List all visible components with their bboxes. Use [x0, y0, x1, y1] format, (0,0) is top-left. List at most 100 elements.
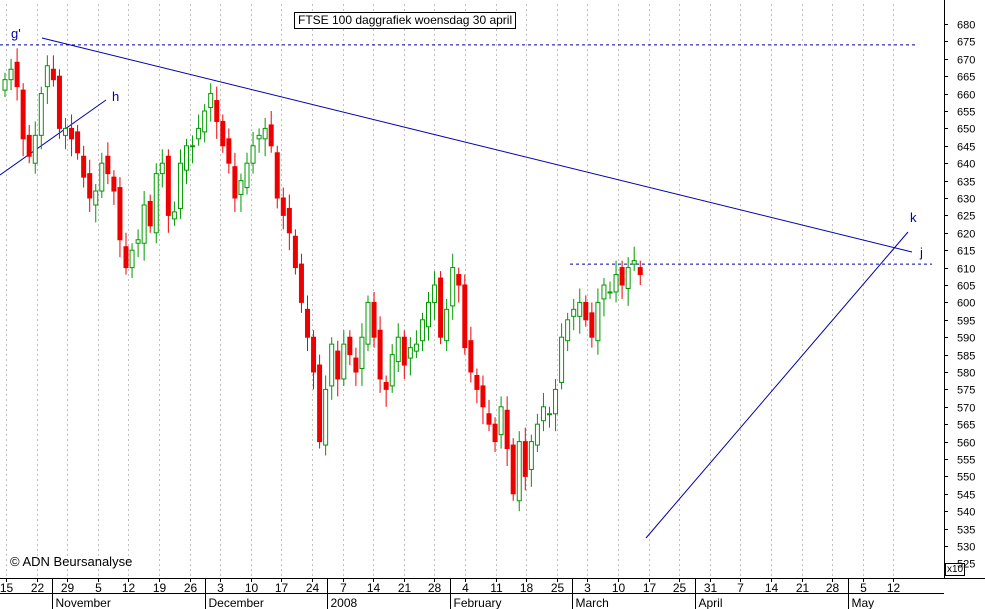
candle-body [559, 336, 565, 383]
candle-body [413, 343, 419, 352]
candle-body [540, 406, 546, 422]
candle-body [528, 441, 534, 470]
x-tick-label: 25 [673, 581, 687, 595]
month-label: December [209, 596, 264, 609]
candle-body [432, 284, 438, 303]
candle-body [268, 124, 274, 147]
x-tick-label: 21 [398, 581, 412, 595]
x-tick-label: 25 [551, 581, 565, 595]
candle-body [280, 197, 286, 216]
candle-body [486, 413, 492, 425]
candle-body [516, 441, 522, 502]
chart-title: FTSE 100 daggrafiek woensdag 30 april [294, 12, 517, 29]
y-tick-label: 600 [957, 298, 975, 310]
y-tick-label: 615 [957, 246, 975, 258]
y-tick-label: 575 [957, 385, 975, 397]
candle-body [607, 291, 613, 294]
candle-body [63, 127, 68, 136]
y-tick-label: 560 [957, 438, 975, 450]
candle-body [123, 246, 129, 269]
trendline-h [0, 99, 107, 176]
x-tick-label: 14 [367, 581, 381, 595]
x-tick-label: 31 [704, 581, 718, 595]
trend-lines [0, 37, 932, 539]
x-tick-label: 18 [520, 581, 534, 595]
candle-body [438, 277, 444, 338]
month-label: February [454, 596, 502, 609]
y-tick-label: 580 [957, 368, 975, 380]
y-tick-label: 655 [957, 107, 975, 119]
y-tick-label: 670 [957, 55, 975, 67]
candle-body [190, 145, 196, 148]
x-tick-label: 28 [826, 581, 840, 595]
month-label: May [852, 596, 875, 609]
candle-body [117, 187, 123, 241]
candle-body [329, 343, 335, 387]
month-label: March [576, 596, 609, 609]
x-tick-label: 29 [61, 581, 75, 595]
y-tick-label: 635 [957, 177, 975, 189]
candle-body [250, 145, 256, 164]
candle-body [353, 357, 359, 373]
candle-body [341, 343, 347, 380]
x-tick-label: 3 [584, 581, 591, 595]
candle-body [238, 180, 244, 196]
candle-body [93, 190, 99, 206]
x-tick-label: 12 [887, 581, 901, 595]
candle-body [583, 301, 589, 321]
candle-body [335, 350, 341, 380]
y-tick-label: 530 [957, 542, 975, 554]
month-label: April [699, 596, 723, 609]
y-tick-label: 640 [957, 159, 975, 171]
candle-body [311, 336, 317, 373]
month-label: November [56, 596, 111, 609]
candle-body [613, 274, 619, 293]
candle-body [286, 207, 292, 234]
candle-body [534, 423, 540, 446]
candle-body [450, 267, 456, 307]
y-tick-label: 585 [957, 351, 975, 363]
candle-body [274, 152, 280, 199]
candle-body [184, 145, 189, 171]
candles [2, 48, 643, 512]
candle-body [298, 263, 304, 303]
candle-body [347, 336, 353, 356]
y-tick-label: 535 [957, 525, 975, 537]
candle-body [637, 267, 643, 276]
candle-body [38, 93, 44, 136]
y-tick-label: 625 [957, 211, 975, 223]
candle-body [262, 127, 268, 140]
y-tick-label: 620 [957, 229, 975, 241]
candle-body [407, 347, 413, 359]
candle-body [26, 134, 32, 157]
candle-body [305, 308, 310, 338]
annotation-labels: g' h k j [11, 26, 923, 260]
candle-body [20, 89, 26, 140]
x-tick-label: 3 [217, 581, 224, 595]
x-tick-label: 4 [462, 581, 469, 595]
support-line [645, 231, 909, 539]
candle-body [14, 61, 20, 88]
candle-body [214, 100, 220, 122]
candle-body [522, 441, 528, 477]
y-tick-label: 525 [957, 559, 975, 571]
candle-body [595, 301, 601, 342]
y-tick-label: 550 [957, 472, 975, 484]
y-tick-label: 645 [957, 142, 975, 154]
candle-body [553, 388, 559, 415]
candle-body [377, 329, 383, 380]
candle-body [87, 173, 93, 199]
candle-body [383, 381, 389, 390]
x-tick-label: 5 [95, 581, 102, 595]
y-tick-label: 610 [957, 264, 975, 276]
y-tick-label: 565 [957, 420, 975, 432]
candle-body [625, 267, 631, 289]
candle-body [365, 301, 371, 345]
candle-body [571, 308, 577, 317]
candle-body [81, 155, 87, 178]
candle-body [129, 249, 135, 269]
x-tick-label: 7 [340, 581, 347, 595]
y-tick-label: 555 [957, 455, 975, 467]
